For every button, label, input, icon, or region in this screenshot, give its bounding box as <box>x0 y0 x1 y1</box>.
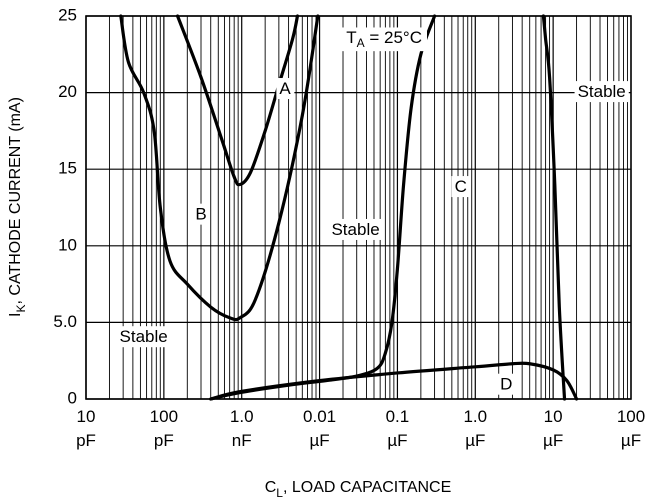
x-tick-label: 1.0 <box>230 407 254 426</box>
label-background <box>328 218 383 240</box>
temperature-annotation-text: TA = 25°C <box>346 28 422 50</box>
y-tick-labels: 0 5.0 10 15 20 25 <box>53 5 77 407</box>
y-tick-label: 20 <box>58 82 77 101</box>
x-tick-label: 0.01 <box>303 407 336 426</box>
x-tick-label: 10 <box>77 407 96 426</box>
y-axis-title: IK, CATHODE CURRENT (mA) <box>7 97 28 317</box>
x-tick-unit: µF <box>387 431 407 450</box>
curve-label-a: A <box>276 78 295 100</box>
region-label-stable-text: Stable <box>120 327 168 346</box>
curve-label-c-text: C <box>455 177 467 196</box>
label-background <box>497 373 516 395</box>
curve-2 <box>119 14 320 322</box>
x-axis-title-sub: L <box>276 486 283 500</box>
x-axis-title-rest: , LOAD CAPACITANCE <box>283 479 451 496</box>
x-tick-label: 1.0 <box>463 407 487 426</box>
x-tick-label: 100 <box>150 407 178 426</box>
y-tick-label: 15 <box>58 159 77 178</box>
region-label-stable-text: Stable <box>331 220 379 239</box>
curve-5 <box>541 14 567 401</box>
curve-1 <box>175 14 300 187</box>
label-background <box>574 81 629 103</box>
labels: Stable Stable Stable A B C D TA = 25°C <box>116 27 629 395</box>
label-background <box>192 203 210 225</box>
curve-3 <box>209 14 437 401</box>
curves <box>119 14 579 401</box>
x-tick-unit: nF <box>232 431 252 450</box>
curve-label-b: B <box>192 203 210 225</box>
curve-label-d-text: D <box>500 375 512 394</box>
x-tick-label: 0.1 <box>386 407 410 426</box>
x-axis-title: CL, LOAD CAPACITANCE <box>265 479 452 500</box>
y-axis-title-sub: K <box>14 304 28 312</box>
y-tick-label: 5.0 <box>53 312 77 331</box>
x-tick-labels: 10 pF 100 pF 1.0 nF 0.01 µF 0.1 µF 1.0 µF 10 µF 100 µF <box>76 407 645 450</box>
x-tick-unit: µF <box>543 431 563 450</box>
temperature-annotation: TA = 25°C <box>341 27 427 52</box>
y-tick-label: 10 <box>58 235 77 254</box>
region-label-stable: Stable <box>116 326 171 348</box>
label-background <box>341 27 427 52</box>
x-tick-unit: µF <box>309 431 329 450</box>
region-label-stable-text: Stable <box>578 82 626 101</box>
y-tick-label: 25 <box>58 5 77 24</box>
x-tick-unit: pF <box>76 431 96 450</box>
x-tick-label: 100 <box>617 407 645 426</box>
curve-label-a-text: A <box>279 79 291 98</box>
region-label-stable: Stable <box>328 218 383 240</box>
label-background <box>276 78 295 100</box>
y-axis-title-rest: , CATHODE CURRENT (mA) <box>7 97 24 304</box>
y-tick-label: 0 <box>68 388 77 407</box>
x-tick-unit: µF <box>621 431 641 450</box>
x-axis-title-main: C <box>265 479 277 496</box>
curve-label-c: C <box>451 176 470 198</box>
label-background <box>116 326 171 348</box>
curve-label-b-text: B <box>195 205 206 224</box>
curve-label-d: D <box>497 373 516 395</box>
curve-4 <box>209 361 579 401</box>
x-tick-unit: µF <box>465 431 485 450</box>
label-background <box>451 176 470 198</box>
region-label-stable: Stable <box>574 81 629 103</box>
plot-frame <box>85 15 632 400</box>
x-tick-unit: pF <box>154 431 174 450</box>
x-tick-label: 10 <box>544 407 563 426</box>
y-axis-title-main: I <box>7 312 24 316</box>
